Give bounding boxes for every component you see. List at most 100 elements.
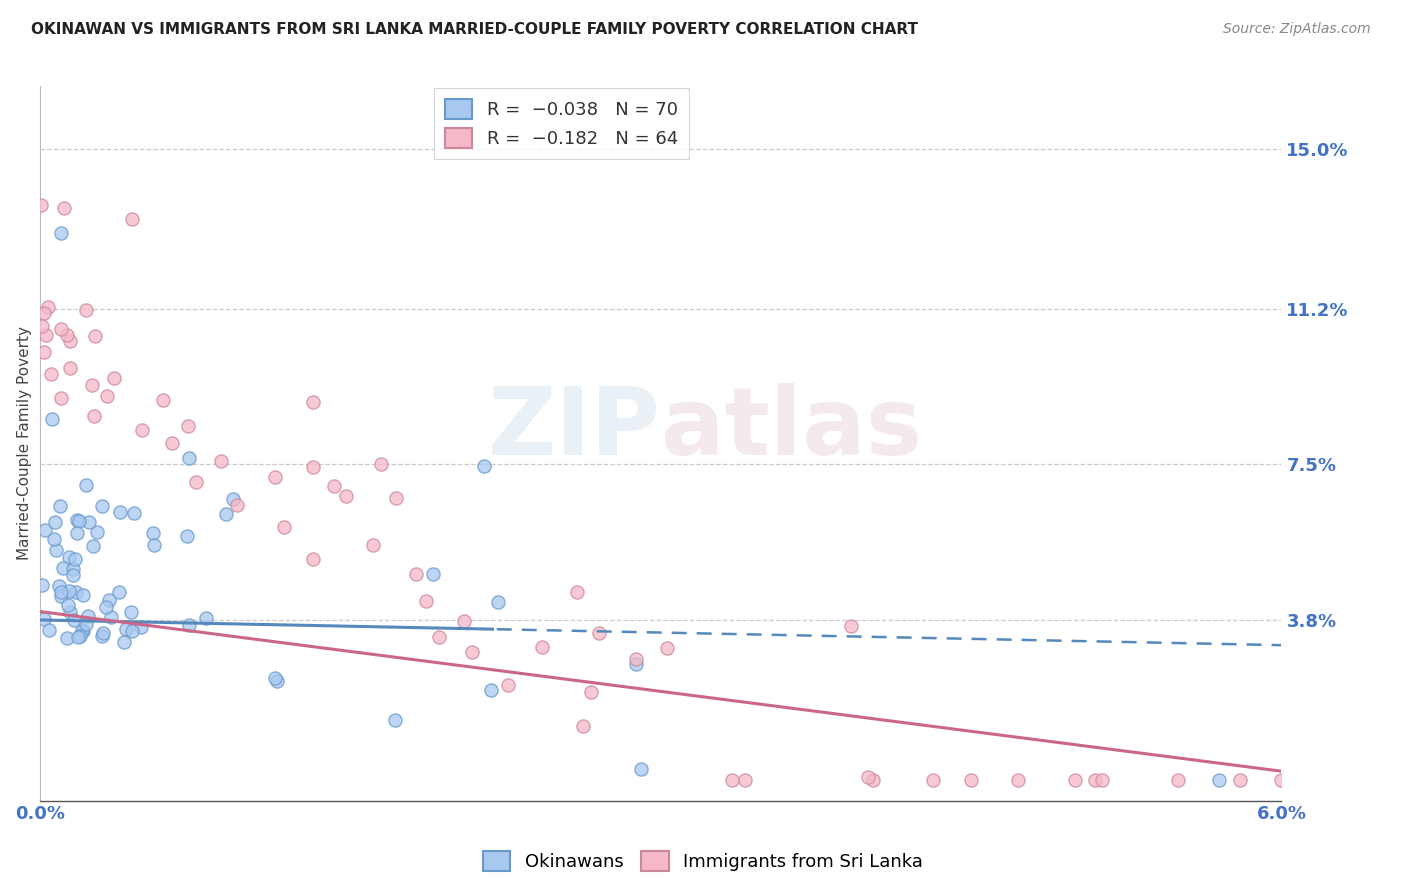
Point: [63, 551, 86, 566]
Point: [496, 678, 519, 692]
Point: [734, 772, 756, 787]
Point: [862, 772, 884, 787]
Point: [222, 492, 245, 507]
Point: [177, 419, 200, 434]
Point: [51, 322, 73, 336]
Point: [96, 600, 118, 615]
Point: [59, 334, 82, 349]
Point: [142, 526, 165, 541]
Point: [1167, 772, 1189, 787]
Legend: Okinawans, Immigrants from Sri Lanka: Okinawans, Immigrants from Sri Lanka: [475, 844, 931, 879]
Point: [195, 611, 218, 625]
Point: [624, 652, 647, 666]
Point: [72, 588, 94, 602]
Point: [129, 620, 152, 634]
Point: [152, 392, 174, 407]
Point: [108, 505, 131, 519]
Point: [49, 589, 72, 603]
Point: [415, 594, 437, 608]
Point: [62, 568, 84, 582]
Point: [1229, 772, 1251, 787]
Point: [121, 624, 143, 638]
Point: [32, 305, 55, 319]
Point: [56, 631, 79, 645]
Point: [209, 453, 232, 467]
Point: [115, 622, 138, 636]
Point: [45, 543, 67, 558]
Point: [384, 713, 406, 727]
Y-axis label: Married-Couple Family Poverty: Married-Couple Family Poverty: [17, 326, 32, 560]
Point: [370, 458, 392, 472]
Point: [120, 605, 142, 619]
Point: [131, 424, 153, 438]
Point: [72, 624, 94, 638]
Point: [82, 539, 104, 553]
Point: [37, 301, 59, 315]
Point: [70, 623, 93, 637]
Point: [405, 567, 427, 582]
Point: [69, 629, 91, 643]
Point: [91, 626, 114, 640]
Point: [112, 635, 135, 649]
Point: [103, 371, 125, 385]
Point: [624, 657, 647, 671]
Point: [215, 507, 238, 521]
Point: [59, 360, 82, 375]
Point: [83, 328, 105, 343]
Point: [323, 479, 346, 493]
Point: [264, 469, 287, 483]
Point: [839, 618, 862, 632]
Point: [97, 593, 120, 607]
Point: [486, 595, 509, 609]
Point: [361, 537, 384, 551]
Point: [39, 367, 62, 381]
Point: [263, 671, 285, 685]
Point: [302, 459, 325, 474]
Point: [77, 608, 100, 623]
Point: [302, 395, 325, 409]
Point: [67, 630, 90, 644]
Point: [75, 616, 97, 631]
Point: [34, 523, 56, 537]
Point: [1063, 772, 1085, 787]
Point: [31, 318, 53, 333]
Point: [56, 328, 79, 343]
Text: ZIP: ZIP: [488, 384, 661, 475]
Point: [142, 538, 165, 552]
Text: atlas: atlas: [661, 384, 922, 475]
Point: [82, 378, 104, 392]
Point: [1007, 772, 1029, 787]
Point: [302, 552, 325, 566]
Point: [86, 524, 108, 539]
Point: [91, 630, 114, 644]
Point: [49, 499, 72, 513]
Point: [960, 772, 983, 787]
Point: [65, 585, 87, 599]
Point: [31, 578, 53, 592]
Point: [1208, 772, 1230, 787]
Point: [83, 409, 105, 423]
Point: [422, 566, 444, 581]
Point: [44, 515, 66, 529]
Point: [179, 617, 201, 632]
Point: [1270, 772, 1292, 787]
Point: [67, 514, 90, 528]
Point: [108, 585, 131, 599]
Point: [41, 412, 63, 426]
Point: [30, 198, 52, 212]
Point: [44, 533, 66, 547]
Point: [565, 584, 588, 599]
Point: [52, 201, 75, 215]
Point: [721, 772, 744, 787]
Point: [461, 645, 484, 659]
Point: [630, 762, 652, 776]
Point: [52, 561, 75, 575]
Point: [385, 491, 408, 506]
Point: [335, 489, 357, 503]
Point: [66, 525, 89, 540]
Point: [427, 630, 450, 644]
Point: [62, 562, 84, 576]
Point: [176, 529, 198, 543]
Point: [655, 640, 678, 655]
Text: Source: ZipAtlas.com: Source: ZipAtlas.com: [1223, 22, 1371, 37]
